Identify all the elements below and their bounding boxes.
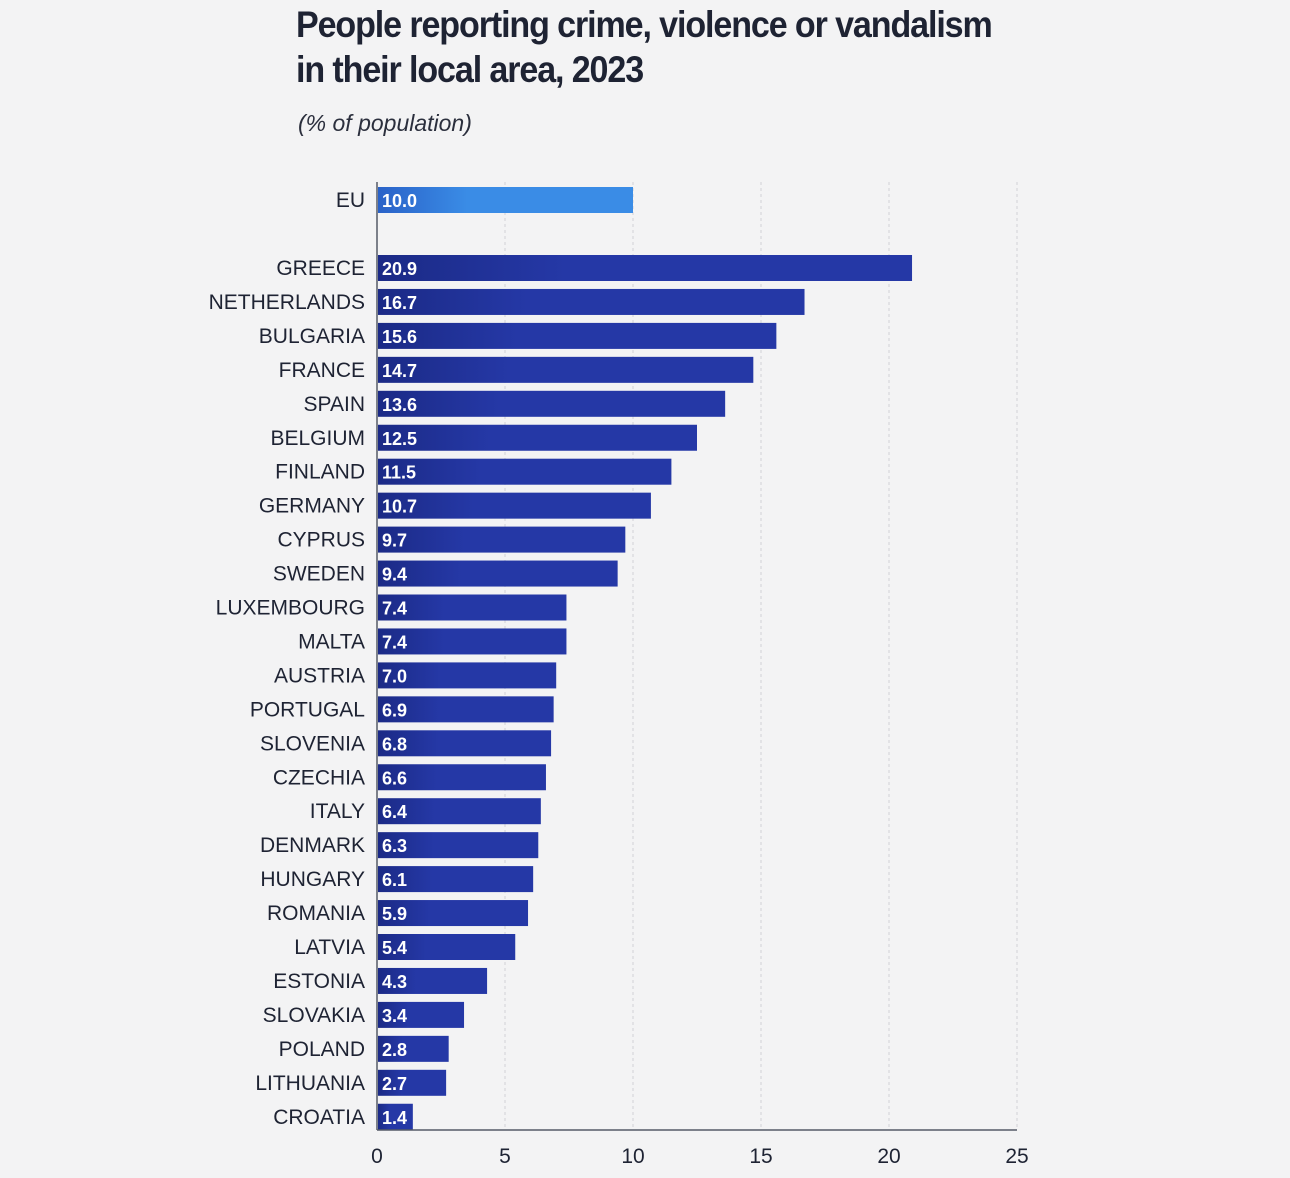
value-label: 2.7	[382, 1074, 407, 1094]
x-tick-label: 5	[499, 1145, 511, 1168]
bar-belgium	[378, 424, 697, 451]
value-label: 7.4	[382, 599, 407, 619]
bar-slovenia	[378, 730, 552, 757]
value-label: 7.4	[382, 632, 407, 652]
bar-cyprus	[378, 526, 626, 553]
category-label: HUNGARY	[260, 868, 365, 891]
category-label: LATVIA	[294, 936, 365, 959]
chart-title-line-1: People reporting crime, violence or vand…	[296, 4, 993, 45]
bar-sweden	[378, 560, 618, 587]
category-label: FINLAND	[275, 461, 365, 484]
x-tick-label: 25	[1005, 1145, 1028, 1168]
value-label: 6.8	[382, 734, 407, 754]
bar-france	[378, 356, 754, 383]
bars: EU 10.0 GREECE 20.9 NETHERLANDS 16.7 BULGARIA 1…	[209, 187, 913, 1130]
value-label: 11.5	[382, 463, 416, 483]
category-label: ESTONIA	[273, 970, 365, 993]
bar-croatia	[378, 1103, 413, 1130]
category-label: SWEDEN	[273, 563, 365, 586]
bar-luxembourg	[378, 594, 567, 621]
bar-spain	[378, 390, 726, 417]
category-label: CROATIA	[273, 1106, 365, 1129]
bar-estonia	[378, 967, 488, 994]
category-label: CYPRUS	[277, 529, 365, 552]
bar-latvia	[378, 934, 516, 960]
bar-lithuania	[378, 1069, 447, 1096]
category-label: ITALY	[310, 800, 365, 823]
value-label: 20.9	[382, 259, 417, 279]
category-label: MALTA	[298, 630, 365, 653]
bar-italy	[378, 798, 541, 825]
category-label: SLOVAKIA	[263, 1004, 365, 1027]
x-tick-label: 20	[877, 1145, 900, 1168]
value-label: 15.6	[382, 327, 417, 347]
value-label: 5.9	[382, 904, 407, 924]
bar-netherlands	[378, 288, 805, 315]
bar-greece	[378, 255, 913, 281]
value-label: 6.9	[382, 700, 407, 720]
value-label: 4.3	[382, 972, 407, 992]
x-tick-label: 0	[371, 1145, 383, 1168]
bar-poland	[378, 1035, 449, 1062]
value-label: 10.7	[382, 497, 417, 517]
category-label: SLOVENIA	[260, 732, 365, 755]
chart-title: People reporting crime, violence or vand…	[296, 2, 995, 92]
value-label: 13.6	[382, 395, 417, 415]
category-label: BELGIUM	[270, 427, 365, 450]
category-label: ROMANIA	[267, 902, 365, 925]
category-label: EU	[336, 189, 365, 212]
bar-czechia	[378, 764, 546, 791]
bar-austria	[378, 662, 557, 689]
category-label: POLAND	[279, 1038, 365, 1061]
value-label: 6.3	[382, 836, 407, 856]
value-label: 12.5	[382, 429, 417, 449]
category-label: LITHUANIA	[255, 1072, 365, 1095]
x-tick-label: 10	[621, 1145, 644, 1168]
bar-denmark	[378, 832, 539, 859]
bar-eu	[378, 187, 633, 213]
bar-portugal	[378, 696, 554, 723]
x-axis: 0 5 10 15 20 25	[371, 182, 1029, 1168]
bar-germany	[378, 492, 651, 519]
category-label: CZECHIA	[273, 766, 365, 789]
bar-bulgaria	[378, 322, 777, 349]
chart-title-line-2: in their local area, 2023	[296, 49, 644, 90]
value-label: 6.4	[382, 802, 407, 822]
value-label: 1.4	[382, 1108, 407, 1128]
value-label: 2.8	[382, 1040, 407, 1060]
category-label: SPAIN	[304, 393, 365, 416]
bar-finland	[378, 458, 672, 485]
value-label: 9.4	[382, 565, 407, 585]
value-label: 6.1	[382, 870, 407, 890]
value-label: 3.4	[382, 1006, 407, 1026]
value-label: 5.4	[382, 938, 407, 958]
category-label: FRANCE	[279, 359, 365, 382]
bar-malta	[378, 628, 567, 655]
value-label: 14.7	[382, 361, 417, 381]
category-label: AUSTRIA	[274, 664, 365, 687]
category-label: DENMARK	[260, 834, 365, 857]
value-label: 6.6	[382, 768, 407, 788]
category-label: GERMANY	[259, 495, 365, 518]
bar-slovakia	[378, 1001, 465, 1028]
value-label: 16.7	[382, 293, 417, 313]
category-label: PORTUGAL	[250, 698, 365, 721]
category-label: GREECE	[276, 257, 365, 280]
x-tick-label: 15	[749, 1145, 772, 1168]
category-label: LUXEMBOURG	[216, 597, 365, 620]
category-label: BULGARIA	[259, 325, 365, 348]
value-label: 7.0	[382, 666, 407, 686]
bar-romania	[378, 900, 529, 927]
bar-hungary	[378, 866, 534, 893]
category-label: NETHERLANDS	[209, 291, 365, 314]
value-label: 10.0	[382, 191, 417, 211]
value-label: 9.7	[382, 531, 407, 551]
chart-subtitle: (% of population)	[298, 110, 472, 136]
